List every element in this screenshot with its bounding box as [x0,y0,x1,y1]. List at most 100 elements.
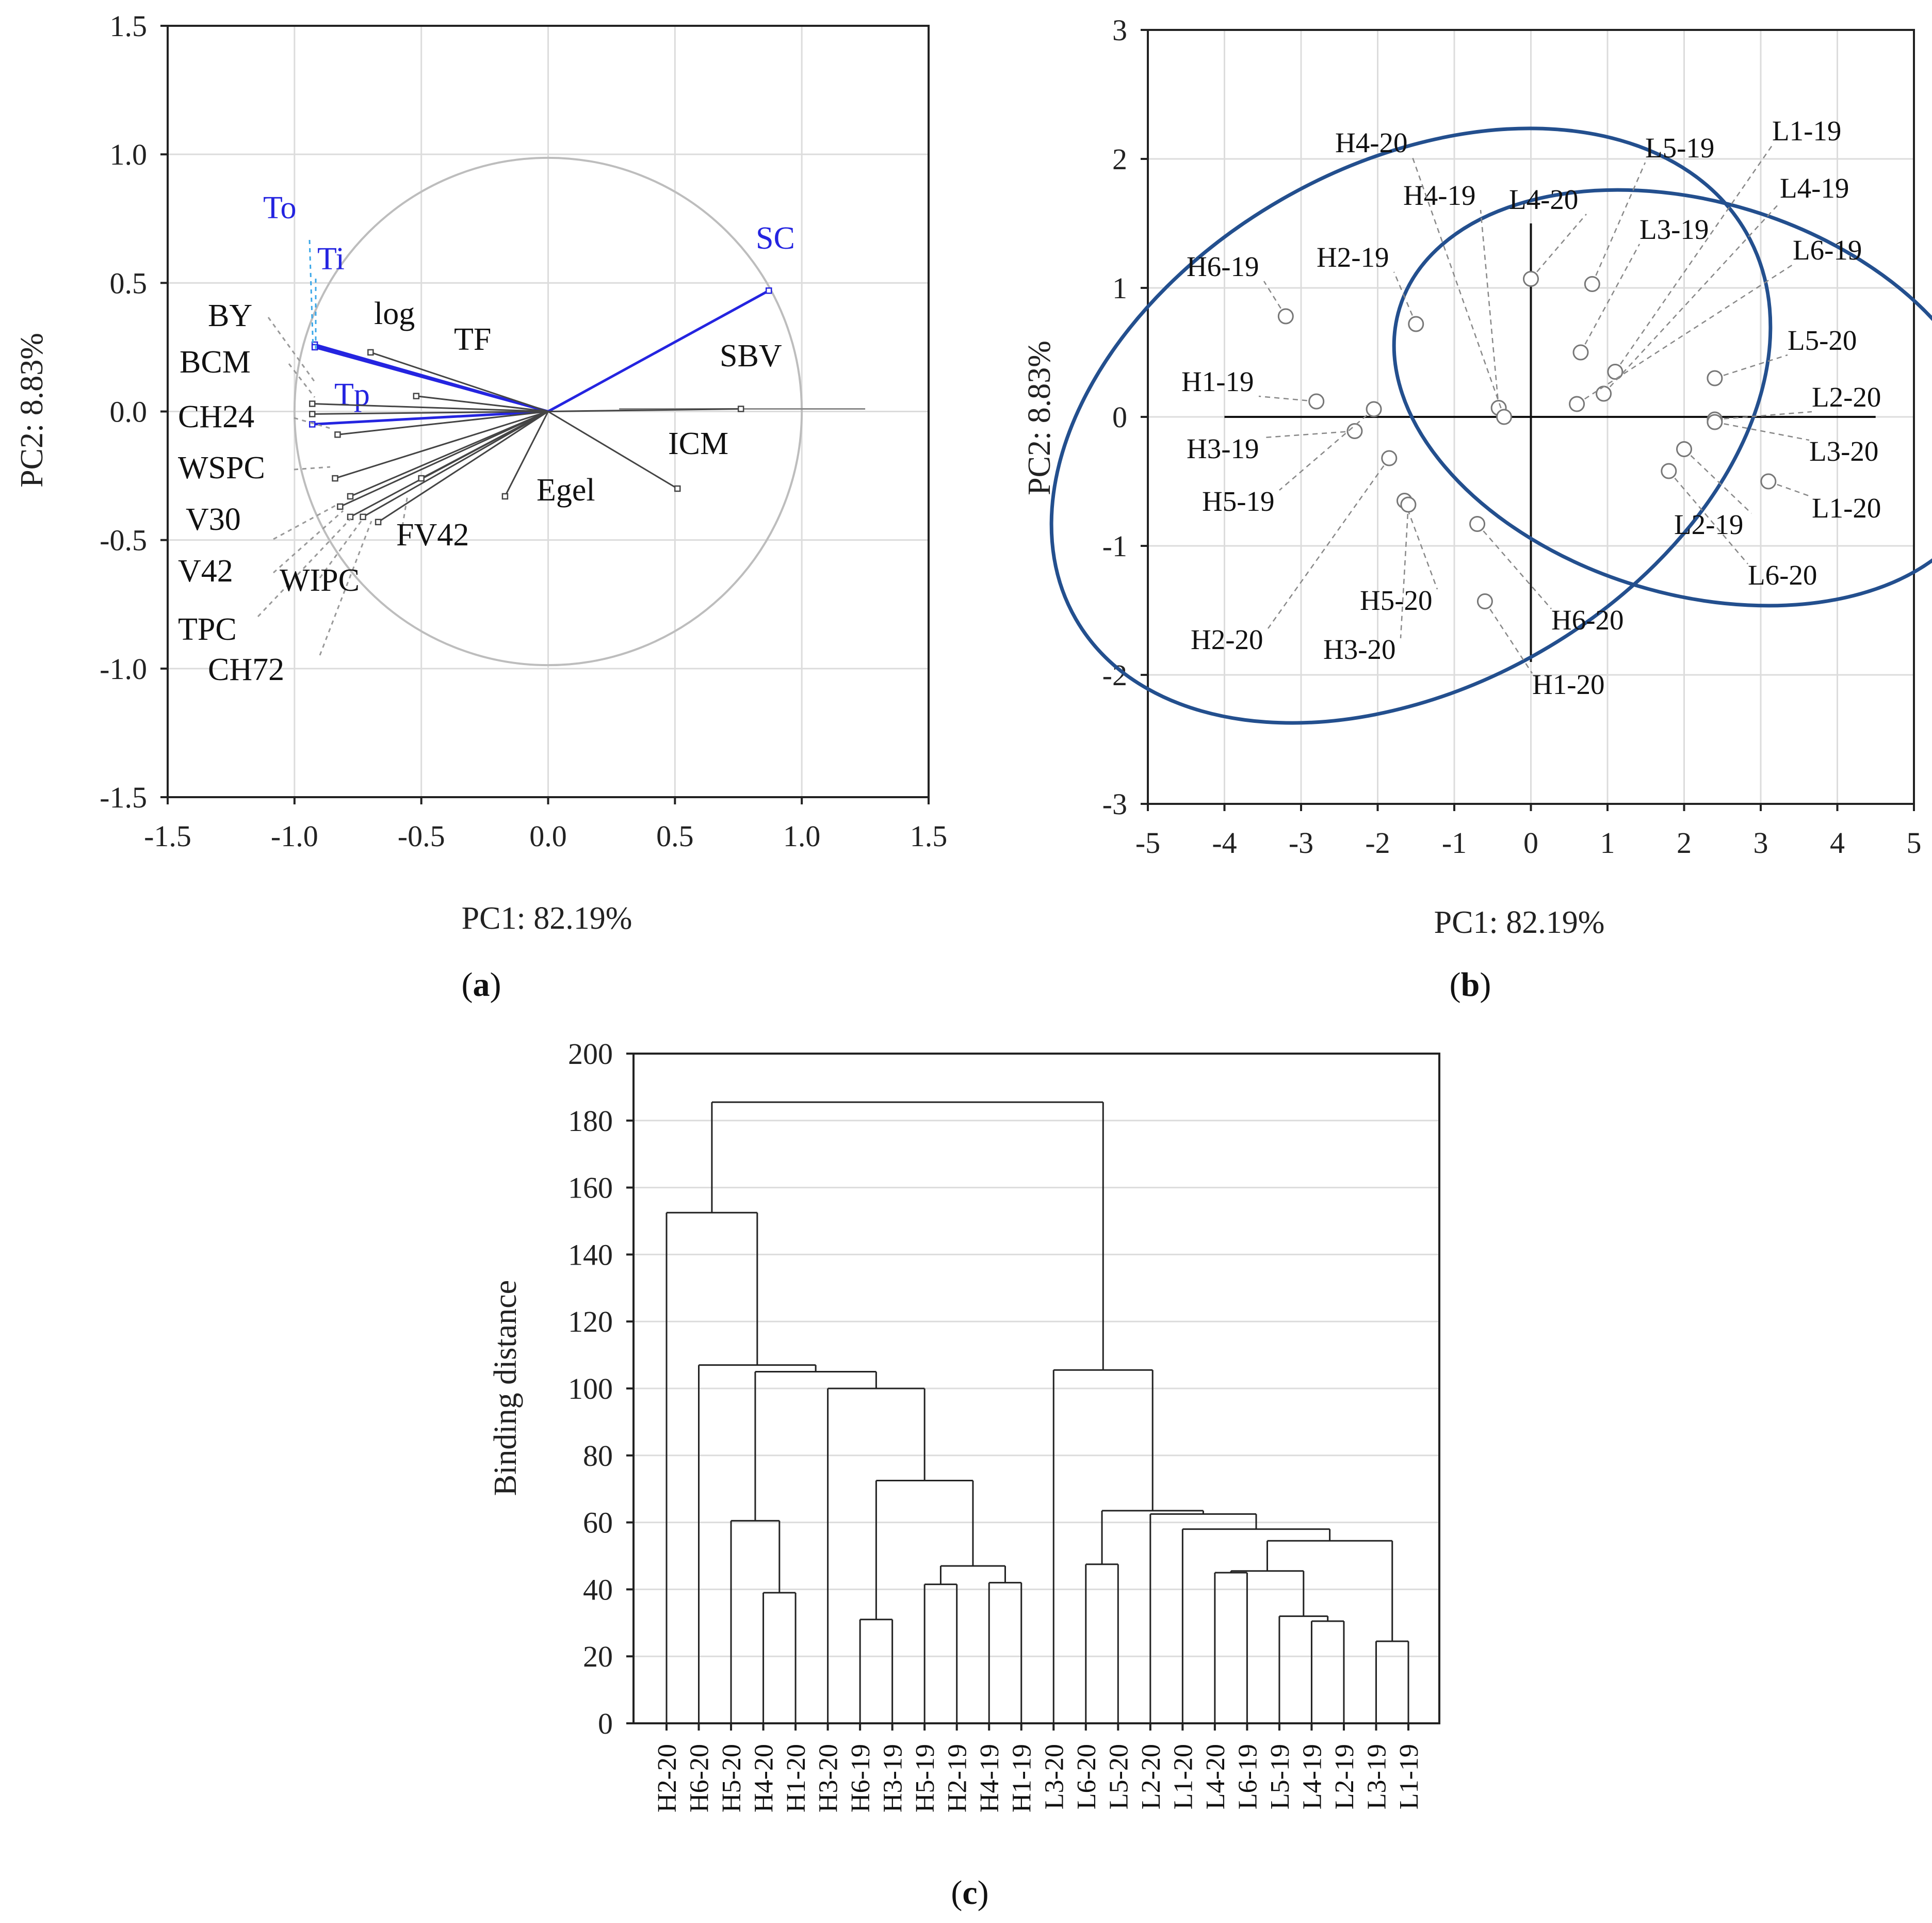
vector-endpoint [311,344,318,351]
vector-label: CH24 [178,399,254,434]
leader-line [1614,145,1773,373]
panel-a-loading-plot: -1.5 -1.0 -0.5 0.0 0.5 1.0 1.5 1.5 1.0 0.5 0.0 -0.5… [14,9,947,936]
y-tick-label: -3 [1102,787,1127,821]
score-point-h1-19: H1-19 [1181,366,1325,410]
score-point-l6-20: L6-20 [1661,463,1817,591]
y-tick-label: 3 [1112,13,1127,47]
cluster-ellipse [1392,188,1932,608]
leader-line [288,363,316,398]
y-tick-label: 0.5 [110,266,148,300]
leader-line [273,505,336,540]
y-tick-label: -1.5 [100,781,147,814]
vector-line [362,411,549,518]
vector-line [547,411,678,490]
dendrogram-link [1266,1540,1393,1641]
leader-line [257,518,352,618]
score-point-l6-19: L6-19 [1569,234,1862,412]
vector-endpoint [332,475,338,482]
leader-line [1714,421,1810,441]
point-label: L3-20 [1809,435,1878,467]
leaf-label: H4-20 [750,1744,779,1813]
leaf-label: H4-19 [975,1744,1004,1813]
leader-line [401,495,409,527]
leader-line [1576,264,1793,405]
y-tick-label: 1 [1112,271,1127,305]
leader-line [1714,411,1812,421]
point-label: H4-20 [1335,127,1408,158]
score-point-h5-19: H5-19 [1202,401,1382,517]
leader-line [273,510,344,574]
vector-line [314,346,549,413]
point-label: L5-20 [1788,325,1857,356]
score-point-h6-19: H6-19 [1187,251,1294,325]
x-tick-label: 4 [1830,826,1845,860]
data-point [1346,423,1363,439]
caption-text: (c) [951,1874,988,1912]
vector-line [312,411,548,415]
dendrogram-link [754,1371,877,1521]
vector-endpoint [674,485,681,492]
vector-line [547,289,770,413]
point-label: H3-19 [1187,433,1259,464]
caption-text: (a) [462,966,501,1004]
score-point-h1-20: H1-20 [1476,593,1605,700]
leaf-label: L3-20 [1040,1744,1069,1809]
vector-log: log [367,296,548,412]
x-axis-label: PC1: 82.19% [1434,905,1605,940]
point-label: L4-20 [1509,184,1578,215]
vector-label: Ti [317,241,345,277]
vector-by: BY [208,298,548,412]
caption-text: (b) [1450,966,1491,1004]
leader-line [1263,281,1287,317]
point-label: H5-20 [1360,585,1433,616]
vector-label: SC [756,221,795,256]
y-tick-label: 120 [568,1305,613,1338]
vector-tpc: TPC [178,411,549,647]
dendrogram-link [1310,1620,1345,1723]
y-tick-label: 0.0 [110,395,148,429]
leader-line [1400,504,1409,639]
x-tick-label: -5 [1135,826,1160,860]
leaf-label: H5-20 [717,1744,746,1813]
vector-label: TF [454,322,491,357]
vector-line [312,403,548,412]
leader-line [1768,480,1812,498]
x-tick-label: 1 [1600,826,1615,860]
vector-v30: V30 [186,411,549,540]
point-label: H3-20 [1323,634,1396,665]
vector-endpoint [413,393,420,399]
dendrogram-link [1052,1369,1154,1723]
vector-label: V42 [178,554,233,589]
leader-line [1267,458,1390,629]
y-tick-label: 100 [568,1372,613,1405]
point-label: L5-19 [1645,132,1714,164]
point-label: H1-19 [1181,366,1254,397]
leaf-label: H1-20 [782,1744,811,1813]
point-label: L3-19 [1639,214,1709,245]
y-tick-label: 1.5 [110,9,148,43]
vector-line [350,411,549,497]
leader-line [1476,523,1552,609]
data-point [1400,496,1417,513]
data-point [1569,396,1585,412]
vector-endpoint [337,503,344,510]
data-point [1661,463,1677,479]
leaf-label: L4-19 [1297,1744,1327,1809]
vector-ch72: CH72 [208,411,549,687]
data-point [1676,441,1692,457]
score-point-h6-20: H6-20 [1469,516,1624,636]
vector-endpoint [501,493,509,500]
leader-line [319,521,362,578]
vector-ti: Ti [311,241,549,413]
score-point-h2-19: H2-19 [1317,241,1424,332]
data-point [1607,364,1623,380]
data-point [1523,271,1539,287]
point-label: L6-20 [1748,559,1817,591]
data-point [1366,401,1382,417]
y-tick-label: 200 [568,1037,613,1071]
vector-line [504,411,549,497]
vector-label: WSPC [178,450,265,486]
data-point [1707,414,1723,430]
